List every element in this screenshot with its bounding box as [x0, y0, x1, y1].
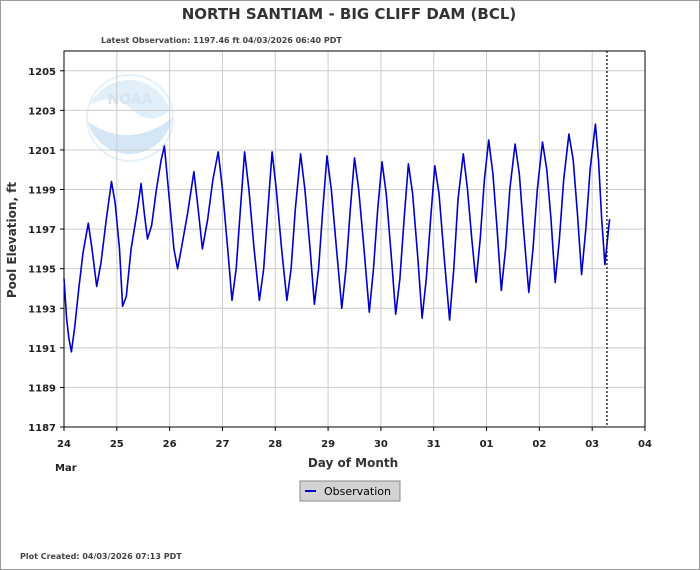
x-tick-label: 25 [110, 439, 124, 450]
latest-observation: Latest Observation: 1197.46 ft 04/03/202… [101, 36, 342, 45]
y-tick-label: 1203 [28, 106, 56, 117]
x-tick-label: 29 [321, 439, 335, 450]
y-tick-label: 1189 [28, 383, 56, 394]
y-axis-ticks: 1187 1189 1191 1193 1195 1197 1199 1201 1203 1205 [28, 67, 64, 434]
x-tick-label: 30 [374, 439, 388, 450]
series-line-observation [63, 123, 611, 353]
y-axis-title: Pool Elevation, ft [5, 182, 19, 299]
y-tick-label: 1191 [28, 344, 56, 355]
plot-border [63, 50, 646, 428]
x-tick-label: 28 [268, 439, 282, 450]
x-axis-title: Day of Month [308, 456, 398, 470]
x-tick-label: 26 [163, 439, 177, 450]
y-tick-label: 1187 [28, 423, 56, 434]
x-tick-label: 31 [427, 439, 441, 450]
x-axis-ticks: 24 25 26 27 28 29 30 31 01 02 03 04 [57, 427, 652, 450]
x-tick-label: 03 [585, 439, 599, 450]
y-tick-label: 1195 [28, 265, 56, 276]
y-tick-label: 1197 [28, 225, 56, 236]
noaa-logo-watermark: NOAA [86, 74, 174, 162]
chart-axes [63, 50, 646, 428]
series-observation [63, 123, 611, 353]
y-tick-label: 1199 [28, 186, 56, 197]
chart-title: NORTH SANTIAM - BIG CLIFF DAM (BCL) [182, 5, 517, 23]
legend: Observation [299, 480, 401, 502]
y-tick-label: 1205 [28, 67, 56, 78]
svg-text:NOAA: NOAA [108, 92, 153, 108]
x-tick-label: 02 [532, 439, 546, 450]
x-axis-month-label: Mar [55, 463, 77, 474]
y-tick-label: 1201 [28, 146, 56, 157]
plot-created: Plot Created: 04/03/2026 07:13 PDT [20, 552, 182, 561]
y-tick-label: 1193 [28, 304, 56, 315]
x-tick-label: 24 [57, 439, 71, 450]
x-tick-label: 01 [480, 439, 494, 450]
x-tick-label: 04 [638, 439, 652, 450]
legend-label: Observation [324, 485, 391, 498]
x-tick-label: 27 [215, 439, 229, 450]
